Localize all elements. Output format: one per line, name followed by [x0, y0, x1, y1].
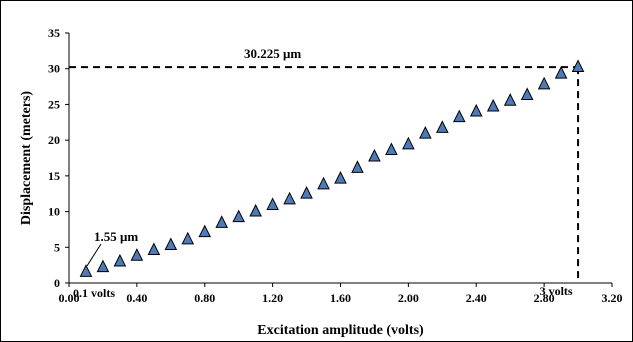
x-tick-label: 3.20	[602, 291, 623, 305]
x-axis-ticks: 0.00 0.40 0.80 1.20 1.60 2.00 2.40 2.80 3.20	[59, 283, 623, 305]
data-point	[351, 160, 364, 173]
x-tick-label: 1.60	[330, 291, 351, 305]
data-point	[266, 197, 279, 211]
data-point	[181, 231, 195, 245]
data-point	[96, 259, 110, 273]
data-point	[300, 185, 313, 199]
data-point	[368, 148, 381, 162]
x-tick-label: 1.20	[262, 291, 283, 305]
top-value-annotation: 30.225 μm	[244, 46, 301, 61]
data-point	[436, 120, 449, 133]
data-point	[452, 109, 466, 123]
data-point	[215, 215, 229, 228]
data-point	[402, 136, 415, 150]
data-point	[334, 170, 347, 184]
y-tick-label: 10	[48, 205, 60, 219]
data-point	[249, 203, 262, 217]
annotations: 30.225 μm 1.55 μm 0.1 volts 3 volts	[73, 46, 573, 300]
data-point	[571, 59, 585, 73]
bottom-value-annotation: 1.55 μm	[94, 229, 138, 244]
data-point	[164, 237, 178, 251]
y-axis-ticks: 0 5 10 15 20 25 30 35	[48, 26, 69, 290]
data-point	[198, 224, 212, 238]
end-voltage-label: 3 volts	[540, 284, 573, 298]
y-tick-label: 30	[48, 62, 60, 76]
data-point	[317, 176, 330, 190]
y-tick-label: 25	[48, 97, 60, 111]
x-tick-label: 2.00	[398, 291, 419, 305]
start-voltage-label: 0.1 volts	[73, 286, 115, 300]
x-tick-label: 2.80	[534, 291, 555, 305]
y-tick-label: 35	[48, 26, 60, 40]
data-point	[385, 142, 398, 156]
axes	[68, 33, 612, 284]
x-tick-label: 0.40	[126, 291, 147, 305]
data-point	[79, 264, 93, 277]
x-tick-label: 0.80	[194, 291, 215, 305]
bottom-value-leader-line	[86, 243, 102, 267]
y-tick-label: 15	[48, 169, 60, 183]
x-tick-label: 0.00	[59, 291, 80, 305]
data-point	[232, 209, 245, 223]
guide-lines	[69, 66, 580, 283]
data-point	[503, 93, 517, 106]
data-point	[537, 76, 551, 90]
data-point	[520, 87, 534, 101]
x-axis-title: Excitation amplitude (volts)	[257, 323, 424, 338]
y-axis-title: Displacement (meters)	[19, 91, 34, 225]
data-point	[113, 253, 127, 267]
data-point	[419, 125, 432, 139]
y-tick-label: 0	[54, 276, 60, 290]
data-point	[486, 98, 500, 112]
x-tick-label: 2.40	[466, 291, 487, 305]
data-point	[554, 65, 568, 79]
data-points	[79, 59, 585, 277]
data-point	[469, 103, 483, 117]
y-tick-label: 5	[54, 240, 60, 254]
data-point	[283, 191, 296, 205]
data-point	[130, 248, 144, 261]
data-point	[147, 242, 161, 256]
y-tick-label: 20	[48, 133, 60, 147]
